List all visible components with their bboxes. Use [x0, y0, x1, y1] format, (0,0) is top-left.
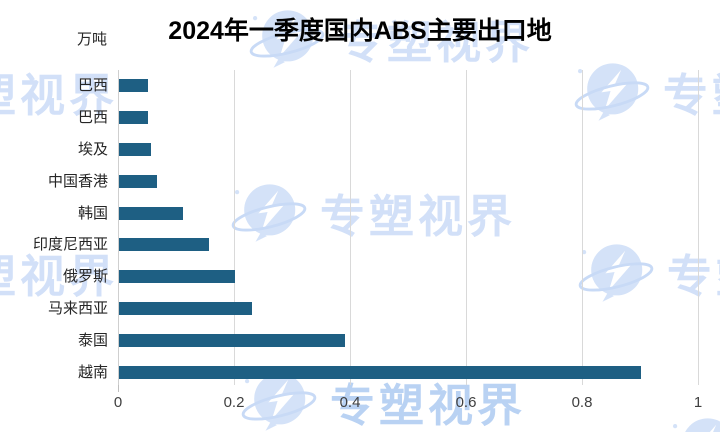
bar	[119, 206, 183, 220]
gridline	[582, 70, 583, 385]
brand-logo-icon	[231, 184, 307, 242]
gridline	[466, 70, 467, 385]
x-tick-label: 0.4	[339, 394, 361, 411]
plot-area	[118, 70, 699, 392]
chart-title: 2024年一季度国内ABS主要出口地	[168, 17, 552, 45]
watermark: 专塑视界	[0, 416, 224, 432]
x-tick-label: 0	[113, 394, 123, 411]
category-label: 埃及	[77, 141, 108, 158]
watermark-brand-text: 专塑视界	[0, 250, 119, 302]
bar	[119, 174, 157, 188]
brand-logo-icon	[241, 373, 317, 431]
watermark: 专塑视界	[248, 2, 534, 74]
category-label: 马来西亚	[47, 300, 108, 317]
x-tick-label: 0.8	[571, 394, 593, 411]
watermark: 专塑视界	[230, 176, 516, 248]
watermark: 专塑视界	[240, 365, 526, 432]
brand-logo-icon	[574, 63, 650, 121]
category-label: 巴西	[77, 109, 108, 127]
bar	[119, 365, 641, 379]
gridline	[350, 70, 351, 385]
bar	[119, 302, 253, 315]
category-label: 俄罗斯	[62, 268, 108, 286]
category-axis: 巴西 巴西 埃及 中国香港 韩国 印度尼西亚 俄罗斯 马来西亚 泰国 越南	[0, 70, 108, 388]
x-tick-label: 0.2	[223, 394, 245, 411]
bar	[119, 238, 209, 252]
watermark-brand-text: 专塑视界	[320, 190, 517, 242]
category-label: 韩国	[77, 204, 108, 222]
category-label: 越南	[77, 363, 108, 381]
gridline	[234, 70, 235, 385]
bar	[119, 143, 151, 156]
bar	[119, 111, 148, 125]
bar	[119, 270, 235, 284]
watermark: 专塑视界	[0, 236, 118, 308]
category-label: 泰国	[77, 331, 108, 349]
watermark-brand-text: 专塑视界	[667, 250, 720, 302]
category-label: 巴西	[77, 77, 108, 95]
watermark: 专塑视界	[577, 236, 720, 308]
watermark-brand-text: 专塑视界	[0, 69, 119, 121]
brand-logo-icon	[578, 244, 654, 302]
watermark-brand-text: 专塑视界	[663, 69, 720, 121]
x-tick-label: 1	[693, 394, 703, 411]
watermark: 专塑视界	[573, 55, 720, 127]
y-axis-line	[118, 70, 119, 385]
watermark: 专塑视界	[0, 55, 118, 127]
brand-logo-icon	[249, 10, 325, 68]
watermark-brand-text: 专塑视界	[330, 379, 527, 431]
x-tick-label: 0.6	[455, 394, 477, 411]
bar	[119, 79, 148, 93]
category-label: 印度尼西亚	[32, 236, 108, 254]
y-axis-unit-label: 万吨	[76, 31, 107, 48]
x-axis-tick-labels: 0 0.2 0.4 0.6 0.8 1	[0, 394, 720, 414]
bar	[119, 333, 346, 347]
gridline	[698, 70, 699, 385]
category-label: 中国香港	[47, 172, 108, 190]
axis-tick-mark	[118, 385, 119, 392]
watermark-brand-text: 专塑视界	[28, 420, 224, 432]
watermark-brand-text: 专塑视界	[338, 16, 535, 68]
watermark: 专塑视界	[668, 410, 720, 432]
brand-logo-icon	[672, 418, 720, 432]
